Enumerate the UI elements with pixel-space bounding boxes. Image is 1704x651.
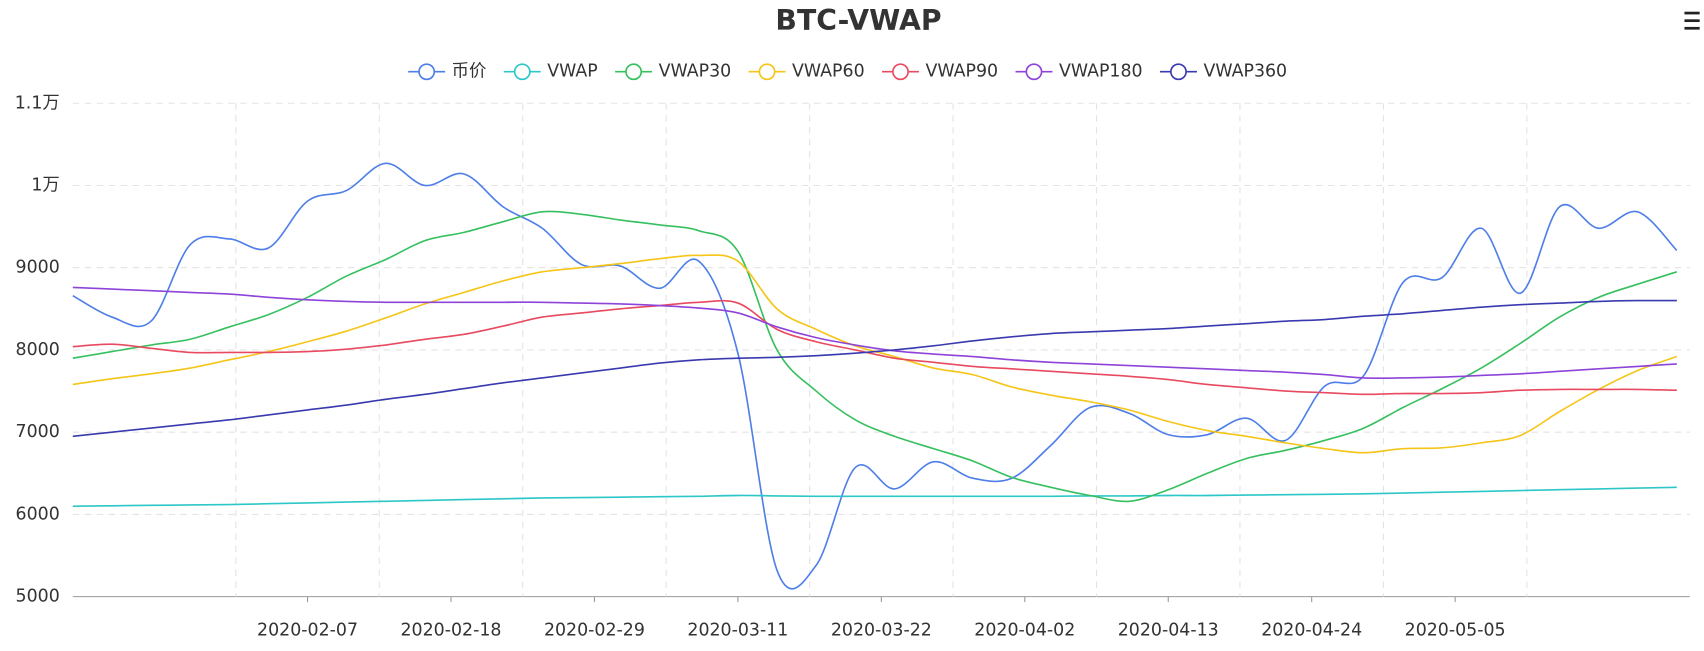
x-tick-label: 2020-04-02 <box>974 620 1075 640</box>
x-tick-label: 2020-05-05 <box>1405 620 1506 640</box>
legend-label: VWAP <box>547 62 597 82</box>
series-line <box>72 210 1678 503</box>
legend-marker <box>892 63 909 81</box>
y-tick-label: 1.1万 <box>15 93 60 113</box>
series-line <box>72 299 1677 438</box>
y-tick-label: 5000 <box>16 587 60 607</box>
chart-title: BTC-VWAP <box>775 4 941 37</box>
series-line <box>72 162 1678 590</box>
y-tick-label: 8000 <box>16 340 60 360</box>
legend-label: VWAP60 <box>792 62 865 82</box>
legend-item[interactable]: VWAP90 <box>882 62 998 82</box>
legend-label: VWAP30 <box>659 62 732 82</box>
x-tick-label: 2020-04-13 <box>1118 620 1219 640</box>
legend-label: 币价 <box>452 62 487 82</box>
legend-label: VWAP90 <box>926 62 999 82</box>
x-tick-label: 2020-02-29 <box>544 620 645 640</box>
legend-item[interactable]: VWAP360 <box>1159 62 1287 82</box>
x-tick-label: 2020-03-22 <box>831 620 932 640</box>
series-line <box>72 299 1677 396</box>
legend: 币价 VWAP VWAP30 VWAP60 VWAP90 VWAP180 VWAP360 <box>408 62 1287 82</box>
y-tick-label: 7000 <box>16 422 60 442</box>
legend-item[interactable]: 币价 <box>408 62 486 82</box>
series-line <box>72 286 1677 380</box>
x-tick-label: 2020-02-18 <box>401 620 502 640</box>
legend-label: VWAP180 <box>1059 62 1143 82</box>
legend-marker <box>1025 63 1043 81</box>
legend-marker <box>625 63 643 81</box>
legend-item[interactable]: VWAP180 <box>1015 62 1143 82</box>
legend-marker <box>1170 63 1187 81</box>
x-tick-label: 2020-02-07 <box>257 620 358 640</box>
y-tick-label: 9000 <box>16 258 60 278</box>
legend-marker <box>758 63 776 81</box>
x-tick-label: 2020-04-24 <box>1261 620 1362 640</box>
legend-marker <box>513 63 531 81</box>
legend-item[interactable]: VWAP30 <box>615 62 731 82</box>
legend-item[interactable]: VWAP <box>503 62 598 82</box>
legend-marker <box>418 63 436 81</box>
y-tick-label: 6000 <box>16 504 60 524</box>
series-line <box>72 486 1677 508</box>
legend-item[interactable]: VWAP60 <box>748 62 865 82</box>
menu-icon[interactable] <box>1684 11 1700 30</box>
y-tick-label: 1万 <box>31 175 59 195</box>
legend-label: VWAP360 <box>1203 62 1287 82</box>
x-tick-label: 2020-03-11 <box>687 620 788 640</box>
